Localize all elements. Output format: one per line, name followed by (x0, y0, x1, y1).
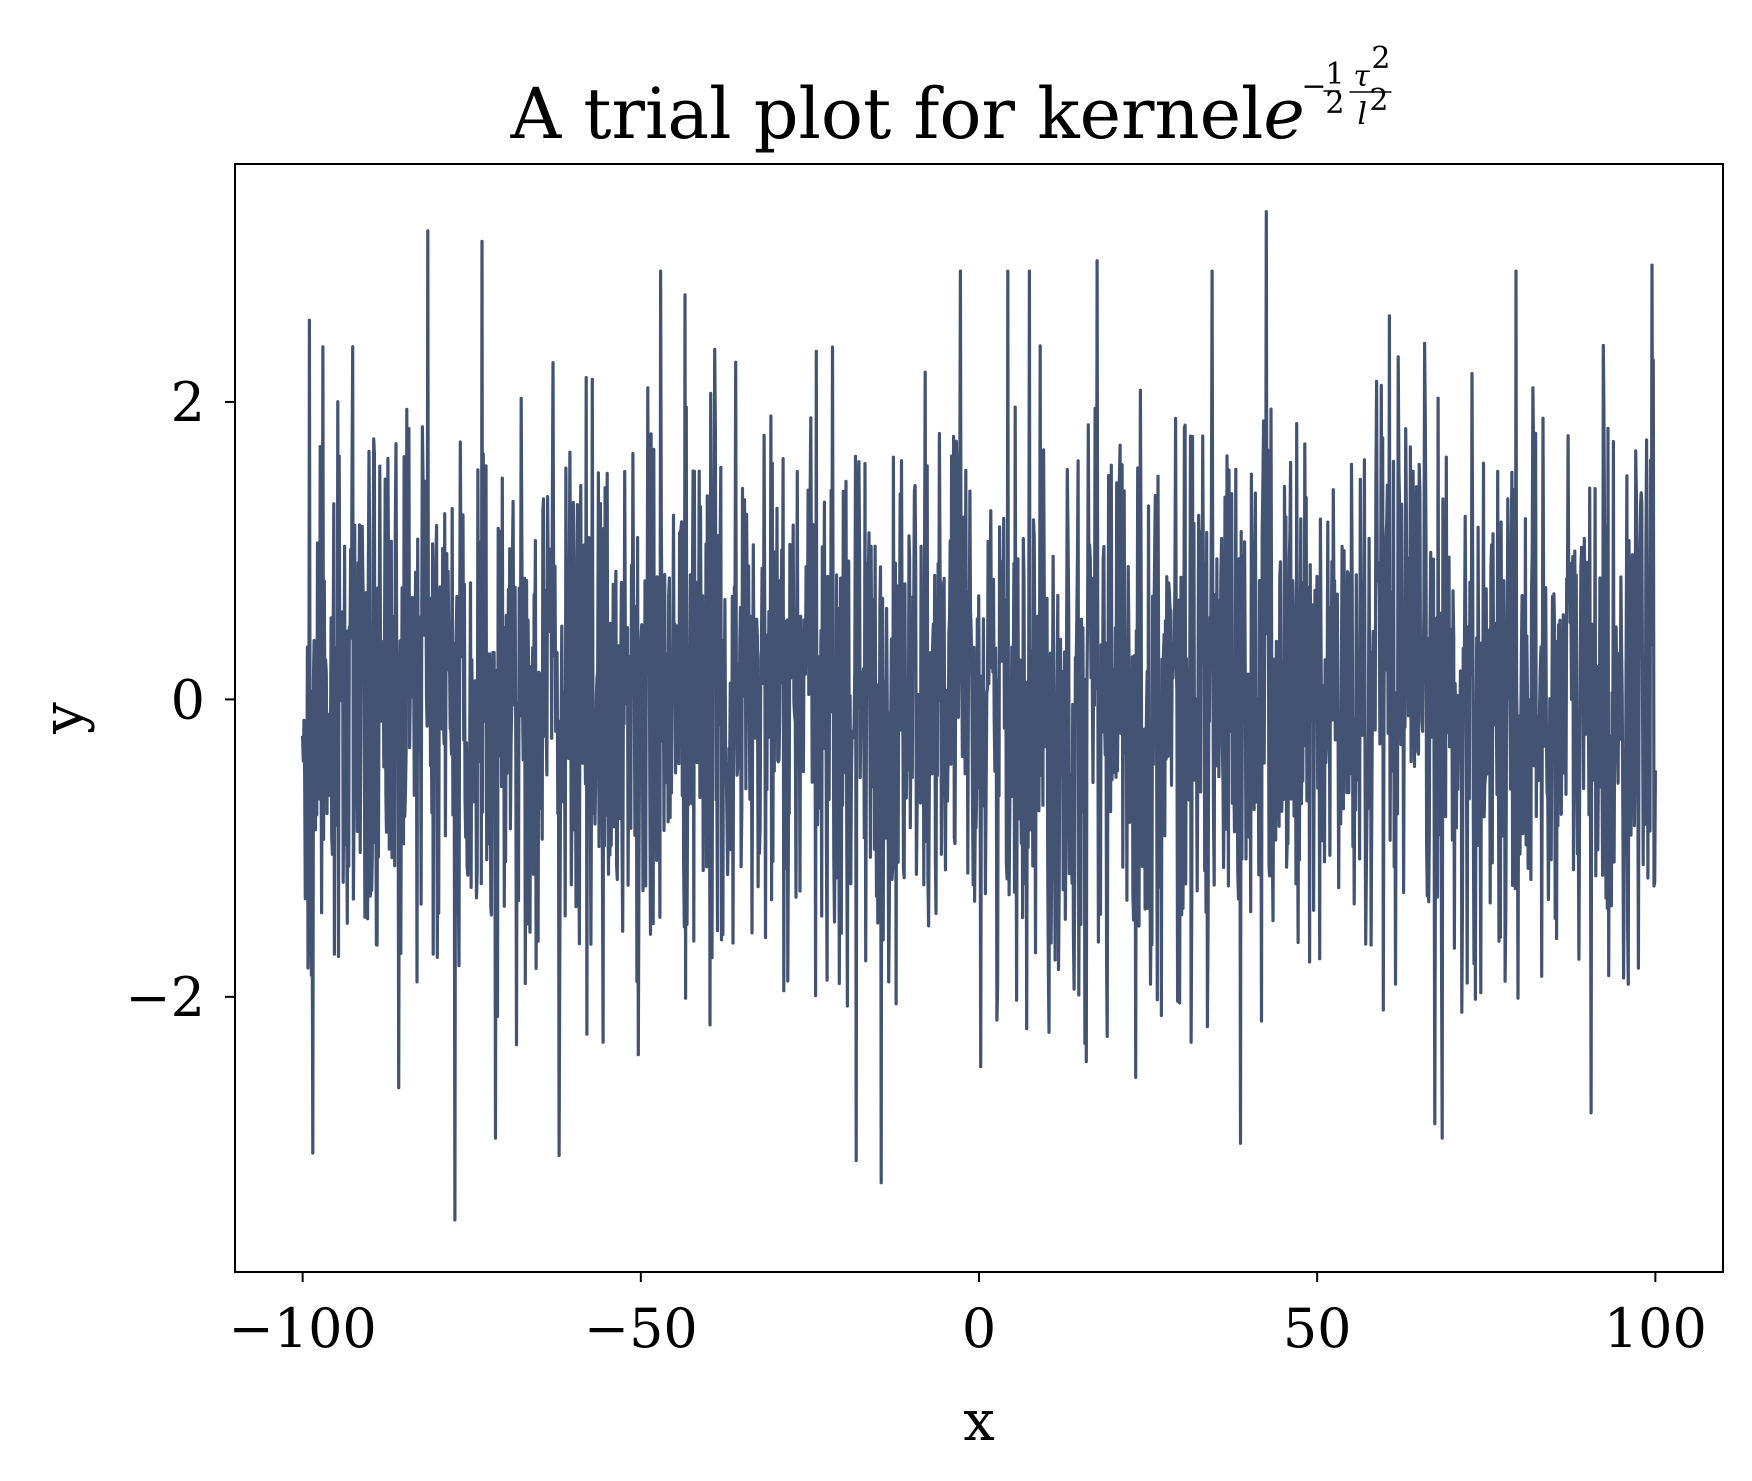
x-tick-label: 50 (1283, 1297, 1352, 1360)
y-tick-label: 2 (171, 371, 205, 434)
x-tick-label: 100 (1604, 1297, 1707, 1360)
plot-area (234, 163, 1724, 1273)
chart-title-formula-l-pow: 2 (1369, 83, 1388, 118)
y-axis: −2 0 2 (125, 371, 235, 1029)
chart-title-formula-base: e (1263, 73, 1304, 155)
chart-title-formula-num: 1 (1325, 57, 1344, 92)
x-axis: −100 −50 0 50 100 (228, 1272, 1707, 1360)
chart-title-text: A trial plot for kernel (510, 73, 1264, 155)
chart-title: A trial plot for kernel e − 1 2 τ 2 l 2 (510, 41, 1392, 155)
y-tick-label: −2 (125, 966, 205, 1029)
chart-title-formula-tau: τ (1353, 59, 1370, 94)
chart-title-formula-tau-pow: 2 (1371, 41, 1390, 76)
chart-title-formula-den: 2 (1325, 86, 1344, 121)
x-tick-label: −50 (584, 1297, 698, 1360)
x-tick-label: 0 (962, 1297, 996, 1360)
x-axis-label: x (963, 1389, 995, 1454)
x-tick-label: −100 (228, 1297, 376, 1360)
series-line (301, 210, 1657, 1222)
chart-title-formula-sign: − (1301, 69, 1326, 104)
y-tick-label: 0 (171, 668, 205, 731)
chart-title-formula-l: l (1357, 97, 1367, 132)
y-axis-label: y (31, 702, 96, 735)
